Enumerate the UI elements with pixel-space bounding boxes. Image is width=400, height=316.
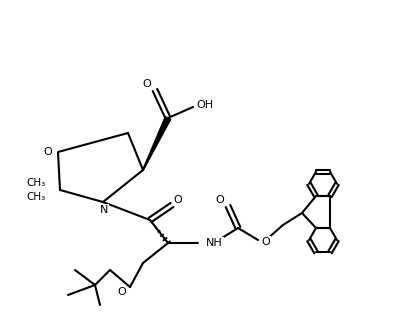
Text: NH: NH [206, 238, 223, 248]
Text: O: O [44, 147, 52, 157]
Text: O: O [216, 195, 224, 205]
Text: O: O [118, 287, 126, 297]
Text: O: O [174, 195, 182, 205]
Text: O: O [262, 237, 270, 247]
Text: OH: OH [196, 100, 214, 110]
Text: O: O [143, 79, 151, 89]
Text: CH₃: CH₃ [26, 192, 46, 202]
Text: CH₃: CH₃ [26, 178, 46, 188]
Polygon shape [143, 117, 171, 170]
Text: N: N [100, 205, 108, 215]
